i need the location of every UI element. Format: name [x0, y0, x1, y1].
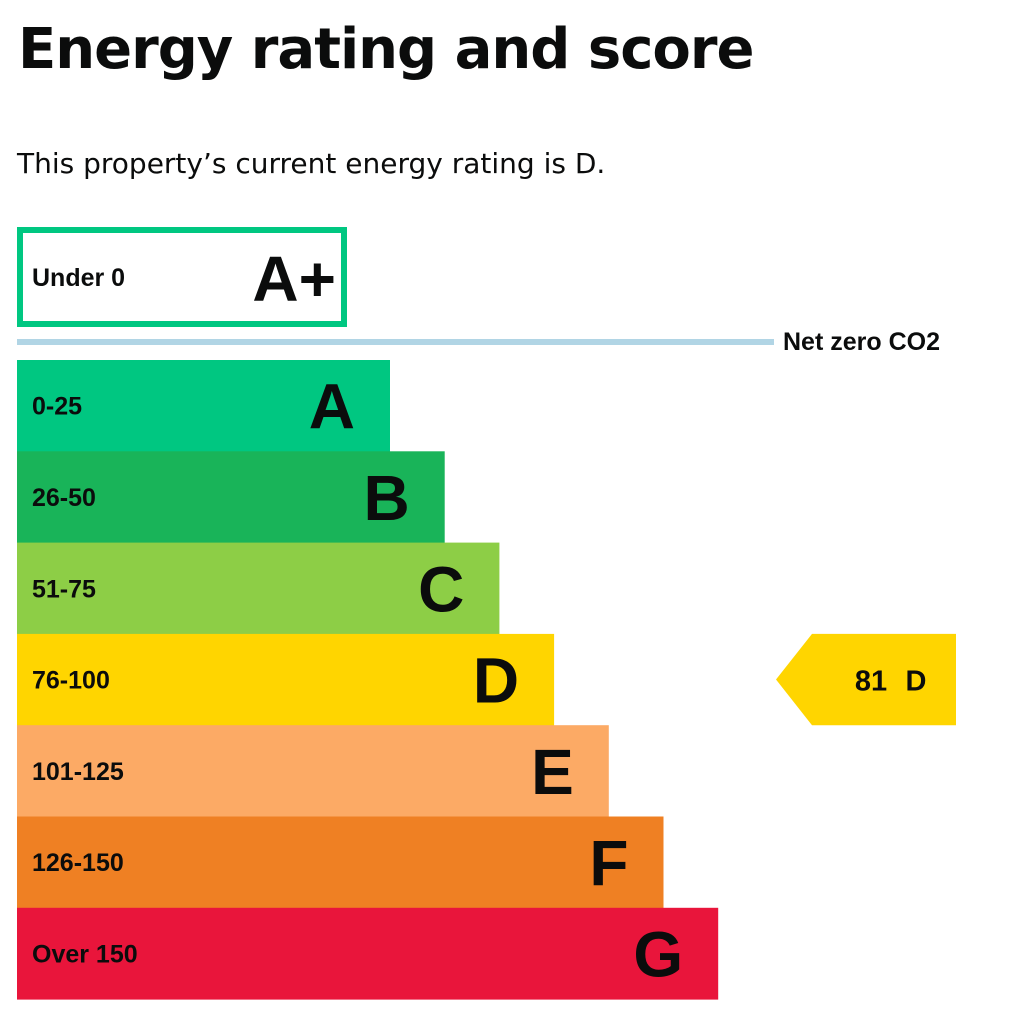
band-letter-label: G — [633, 918, 683, 990]
band-g — [17, 907, 719, 1000]
band-range-label: Under 0 — [32, 264, 125, 292]
band-range-label: 76-100 — [32, 667, 110, 695]
band-d — [17, 633, 555, 726]
band-e — [17, 725, 609, 817]
band-f — [17, 816, 664, 909]
band-c — [17, 542, 500, 635]
band-range-label: 101-125 — [32, 758, 124, 786]
band-range-label: Over 150 — [32, 940, 138, 968]
band-range-label: 126-150 — [32, 849, 124, 877]
band-b — [17, 451, 445, 544]
band-letter-label: A+ — [252, 243, 336, 315]
band-range-label: 0-25 — [32, 393, 82, 421]
band-letter-label: C — [418, 553, 464, 625]
band-range-label: 51-75 — [32, 575, 96, 603]
band-range-label: 26-50 — [32, 484, 96, 512]
current-score-label: 81 — [855, 666, 887, 698]
band-letter-label: A — [309, 371, 355, 443]
band-letter-label: E — [531, 736, 574, 808]
band-letter-label: F — [589, 827, 628, 899]
current-rating-arrow — [776, 633, 956, 726]
net-zero-line — [17, 339, 774, 345]
intro-text: This property’s current energy rating is… — [17, 147, 606, 180]
current-rating-label: D — [906, 666, 927, 698]
band-letter-label: B — [363, 462, 409, 534]
band-a-plus — [17, 227, 347, 327]
page-title: Energy rating and score — [18, 17, 754, 82]
band-a — [17, 360, 390, 452]
band-letter-label: D — [473, 645, 519, 717]
net-zero-label: Net zero CO2 — [783, 328, 940, 356]
